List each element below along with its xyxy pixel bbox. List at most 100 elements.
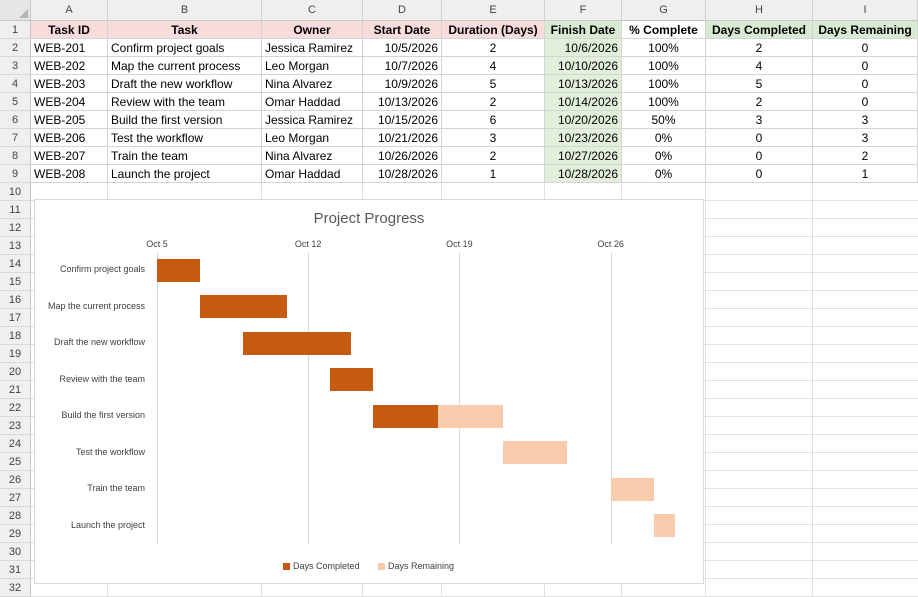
table-cell[interactable]: 10/23/2026 [545, 129, 622, 147]
row-header-1[interactable]: 1 [0, 21, 31, 39]
table-cell[interactable]: 1 [442, 165, 545, 183]
row-header-22[interactable]: 22 [0, 399, 31, 417]
table-cell[interactable]: Nina Alvarez [262, 147, 363, 165]
row-header-17[interactable]: 17 [0, 309, 31, 327]
table-cell[interactable]: 0% [622, 165, 706, 183]
table-cell[interactable]: 10/10/2026 [545, 57, 622, 75]
column-header-i[interactable]: I [813, 0, 918, 21]
bar-days-completed[interactable] [243, 331, 352, 355]
bar-days-completed[interactable] [200, 295, 287, 319]
bar-days-remaining[interactable] [610, 477, 654, 501]
table-cell[interactable]: Build the first version [108, 111, 262, 129]
table-cell[interactable]: Jessica Ramirez [262, 39, 363, 57]
row-header-18[interactable]: 18 [0, 327, 31, 345]
header-cell[interactable]: Owner [262, 21, 363, 39]
column-header-b[interactable]: B [108, 0, 262, 21]
table-cell[interactable]: WEB-208 [31, 165, 108, 183]
table-cell[interactable]: 0 [706, 165, 813, 183]
table-cell[interactable]: 50% [622, 111, 706, 129]
row-header-25[interactable]: 25 [0, 453, 31, 471]
bar-days-completed[interactable] [157, 258, 201, 282]
table-cell[interactable]: 100% [622, 57, 706, 75]
table-cell[interactable]: WEB-202 [31, 57, 108, 75]
row-header-27[interactable]: 27 [0, 489, 31, 507]
table-cell[interactable]: 10/21/2026 [363, 129, 442, 147]
table-cell[interactable]: 0 [706, 147, 813, 165]
table-cell[interactable]: 2 [442, 39, 545, 57]
row-header-6[interactable]: 6 [0, 111, 31, 129]
table-cell[interactable]: 5 [442, 75, 545, 93]
row-header-10[interactable]: 10 [0, 183, 31, 201]
header-cell[interactable]: Task ID [31, 21, 108, 39]
table-cell[interactable]: WEB-207 [31, 147, 108, 165]
legend-entry[interactable]: Days Completed [283, 561, 360, 571]
table-cell[interactable]: Draft the new workflow [108, 75, 262, 93]
row-header-26[interactable]: 26 [0, 471, 31, 489]
row-header-20[interactable]: 20 [0, 363, 31, 381]
column-header-d[interactable]: D [363, 0, 442, 21]
row-header-4[interactable]: 4 [0, 75, 31, 93]
row-header-8[interactable]: 8 [0, 147, 31, 165]
table-cell[interactable]: 10/6/2026 [545, 39, 622, 57]
table-cell[interactable]: 5 [706, 75, 813, 93]
table-cell[interactable]: 0 [813, 39, 918, 57]
row-header-13[interactable]: 13 [0, 237, 31, 255]
select-all-corner[interactable] [0, 0, 31, 21]
table-cell[interactable]: 2 [442, 93, 545, 111]
table-cell[interactable]: 100% [622, 75, 706, 93]
table-cell[interactable]: 3 [706, 111, 813, 129]
table-cell[interactable]: 2 [442, 147, 545, 165]
row-header-5[interactable]: 5 [0, 93, 31, 111]
header-cell[interactable]: Start Date [363, 21, 442, 39]
table-cell[interactable]: WEB-203 [31, 75, 108, 93]
table-cell[interactable]: Omar Haddad [262, 165, 363, 183]
column-header-e[interactable]: E [442, 0, 545, 21]
table-cell[interactable]: 3 [442, 129, 545, 147]
table-cell[interactable]: 10/27/2026 [545, 147, 622, 165]
table-cell[interactable]: 0% [622, 129, 706, 147]
table-cell[interactable]: WEB-205 [31, 111, 108, 129]
column-header-h[interactable]: H [706, 0, 813, 21]
table-cell[interactable]: Review with the team [108, 93, 262, 111]
column-header-f[interactable]: F [545, 0, 622, 21]
table-cell[interactable]: Nina Alvarez [262, 75, 363, 93]
table-cell[interactable]: Test the workflow [108, 129, 262, 147]
header-cell[interactable]: Finish Date [545, 21, 622, 39]
table-cell[interactable]: Leo Morgan [262, 129, 363, 147]
table-cell[interactable]: 0% [622, 147, 706, 165]
row-header-21[interactable]: 21 [0, 381, 31, 399]
bar-days-completed[interactable] [329, 368, 373, 392]
legend-entry[interactable]: Days Remaining [378, 561, 454, 571]
table-cell[interactable]: 3 [813, 111, 918, 129]
row-header-15[interactable]: 15 [0, 273, 31, 291]
table-cell[interactable]: 2 [706, 93, 813, 111]
row-header-11[interactable]: 11 [0, 201, 31, 219]
table-cell[interactable]: 10/7/2026 [363, 57, 442, 75]
table-cell[interactable]: Omar Haddad [262, 93, 363, 111]
table-cell[interactable]: 10/28/2026 [545, 165, 622, 183]
row-header-12[interactable]: 12 [0, 219, 31, 237]
row-header-16[interactable]: 16 [0, 291, 31, 309]
table-cell[interactable]: Jessica Ramirez [262, 111, 363, 129]
table-cell[interactable]: 4 [442, 57, 545, 75]
table-cell[interactable]: 10/28/2026 [363, 165, 442, 183]
header-cell[interactable]: % Complete [622, 21, 706, 39]
table-cell[interactable]: 10/20/2026 [545, 111, 622, 129]
row-header-30[interactable]: 30 [0, 543, 31, 561]
table-cell[interactable]: 100% [622, 93, 706, 111]
column-header-a[interactable]: A [31, 0, 108, 21]
table-cell[interactable]: WEB-201 [31, 39, 108, 57]
table-cell[interactable]: 10/14/2026 [545, 93, 622, 111]
table-cell[interactable]: 10/15/2026 [363, 111, 442, 129]
row-header-29[interactable]: 29 [0, 525, 31, 543]
table-cell[interactable]: 1 [813, 165, 918, 183]
table-cell[interactable]: WEB-206 [31, 129, 108, 147]
table-cell[interactable]: 3 [813, 129, 918, 147]
table-cell[interactable]: 100% [622, 39, 706, 57]
table-cell[interactable]: Leo Morgan [262, 57, 363, 75]
table-cell[interactable]: 2 [706, 39, 813, 57]
table-cell[interactable]: Launch the project [108, 165, 262, 183]
table-cell[interactable]: 0 [813, 93, 918, 111]
row-header-19[interactable]: 19 [0, 345, 31, 363]
row-header-9[interactable]: 9 [0, 165, 31, 183]
